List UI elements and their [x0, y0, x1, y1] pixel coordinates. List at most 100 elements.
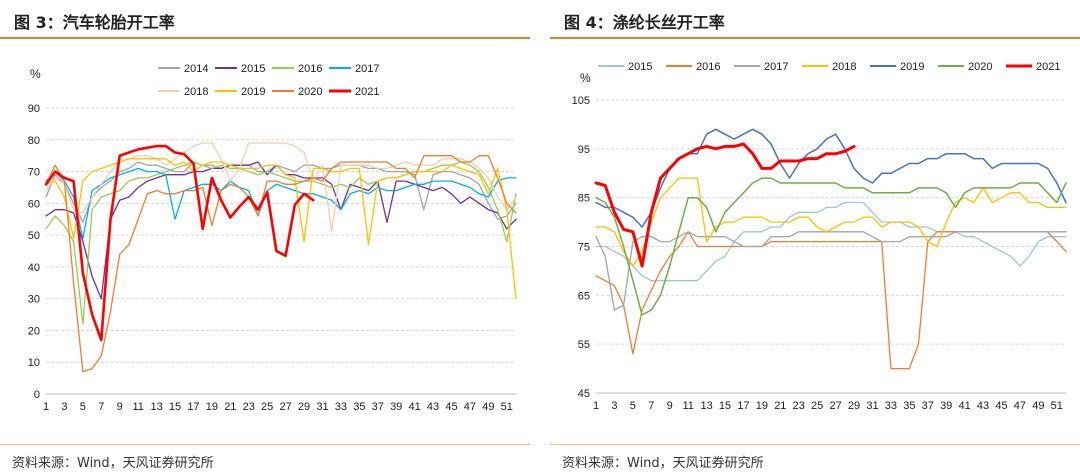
source-note: 资料来源：Wind，天风证券研究所 — [562, 456, 764, 471]
figure-title: 图 3：汽车轮胎开工率 — [14, 13, 175, 32]
source-note: 资料来源：Wind，天风证券研究所 — [12, 456, 214, 471]
x-tick-label: 47 — [464, 401, 476, 413]
source-rule — [0, 444, 530, 445]
legend-label: 2018 — [832, 61, 856, 73]
x-tick-label: 15 — [169, 401, 181, 413]
figure-4-panel: 图 4：涤纶长丝开工率 % 45 55 65 75 85 95 105 1 3 5 7 9 11 13 15 1… — [550, 0, 1080, 476]
x-tick-label: 45 — [995, 400, 1007, 412]
x-tick-label: 5 — [80, 401, 86, 413]
legend-label: 2017 — [355, 63, 379, 75]
x-tick-label: 3 — [61, 401, 67, 413]
x-tick-label: 33 — [335, 401, 347, 413]
x-tick-label: 41 — [409, 401, 421, 413]
x-tick-label: 13 — [150, 401, 162, 413]
x-tick-label: 1 — [43, 401, 49, 413]
figure-title: 图 4：涤纶长丝开工率 — [564, 13, 725, 32]
x-tick-label: 49 — [1032, 400, 1044, 412]
x-tick-label: 17 — [187, 401, 199, 413]
title-rule — [550, 37, 1080, 39]
legend-label: 2016 — [696, 61, 720, 73]
legend-label: 2015 — [241, 63, 265, 75]
x-tick-label: 39 — [390, 401, 402, 413]
y-tick-label: 95 — [578, 144, 590, 156]
series-line-2016 — [45, 161, 517, 325]
y-tick-label: 10 — [28, 357, 40, 369]
x-tick-label: 19 — [756, 400, 768, 412]
x-tick-label: 29 — [298, 401, 310, 413]
x-tick-label: 21 — [224, 401, 236, 413]
series-line-2015 — [595, 201, 1067, 282]
x-tick-label: 51 — [501, 401, 513, 413]
x-tick-label: 37 — [922, 400, 934, 412]
x-tick-label: 11 — [682, 400, 693, 412]
x-tick-label: 19 — [206, 401, 218, 413]
legend-label: 2014 — [184, 63, 208, 75]
x-tick-label: 17 — [737, 400, 749, 412]
legend-label: 2015 — [628, 61, 652, 73]
x-tick-label: 51 — [1051, 400, 1063, 412]
legend-label: 2020 — [298, 86, 322, 98]
x-tick-label: 13 — [700, 400, 712, 412]
series-line-2017 — [595, 231, 1067, 311]
x-tick-label: 1 — [593, 400, 599, 412]
x-tick-label: 15 — [719, 400, 731, 412]
y-tick-label: 80 — [28, 135, 40, 147]
series-line-2017 — [45, 167, 517, 239]
legend-label: 2016 — [298, 63, 322, 75]
x-tick-label: 27 — [829, 400, 841, 412]
figure-3-panel: 图 3：汽车轮胎开工率 % 0 10 20 30 40 50 60 70 80 90 1 3 5 7 9 11 1… — [0, 0, 530, 476]
x-tick-label: 7 — [98, 401, 104, 413]
y-tick-label: 105 — [572, 95, 590, 107]
x-tick-label: 41 — [959, 400, 971, 412]
title-rule — [0, 37, 530, 39]
x-tick-label: 3 — [611, 400, 617, 412]
y-tick-label: 85 — [578, 193, 590, 205]
legend-label: 2021 — [355, 86, 379, 98]
x-tick-label: 25 — [811, 400, 823, 412]
y-tick-label: 65 — [578, 290, 590, 302]
series-line-2020 — [595, 177, 1067, 316]
x-tick-label: 25 — [261, 401, 273, 413]
series-line-2019 — [595, 128, 1067, 228]
x-tick-label: 7 — [648, 400, 654, 412]
y-axis-label: % — [30, 67, 41, 81]
x-tick-label: 47 — [1014, 400, 1026, 412]
x-tick-label: 29 — [848, 400, 860, 412]
series-line-2020 — [45, 155, 517, 373]
x-tick-label: 9 — [117, 401, 123, 413]
y-axis-label: % — [580, 71, 591, 85]
x-tick-label: 33 — [885, 400, 897, 412]
x-tick-label: 39 — [940, 400, 952, 412]
y-tick-label: 60 — [28, 198, 40, 210]
y-tick-label: 30 — [28, 294, 40, 306]
series-line-2018 — [595, 177, 1067, 267]
x-tick-label: 45 — [445, 401, 457, 413]
y-tick-label: 70 — [28, 167, 40, 179]
x-tick-label: 35 — [353, 401, 365, 413]
legend-label: 2019 — [900, 61, 924, 73]
y-tick-label: 90 — [28, 103, 40, 115]
series-line-2021 — [44, 144, 315, 342]
x-tick-label: 9 — [667, 400, 673, 412]
x-tick-label: 31 — [866, 400, 878, 412]
series-line-2021 — [594, 142, 856, 268]
y-tick-label: 75 — [578, 242, 590, 254]
y-tick-label: 40 — [28, 262, 40, 274]
legend-label: 2020 — [968, 61, 992, 73]
legend-label: 2021 — [1036, 61, 1060, 73]
x-tick-label: 23 — [793, 400, 805, 412]
series-line-2016 — [595, 231, 1067, 370]
x-tick-label: 5 — [630, 400, 636, 412]
x-tick-label: 23 — [243, 401, 255, 413]
legend-label: 2017 — [764, 61, 788, 73]
x-tick-label: 43 — [977, 400, 989, 412]
x-tick-label: 35 — [903, 400, 915, 412]
series-line-2019 — [45, 158, 517, 300]
y-tick-label: 0 — [34, 389, 40, 401]
source-rule — [550, 444, 1080, 445]
x-tick-label: 11 — [132, 401, 143, 413]
y-tick-label: 50 — [28, 230, 40, 242]
x-tick-label: 49 — [482, 401, 494, 413]
